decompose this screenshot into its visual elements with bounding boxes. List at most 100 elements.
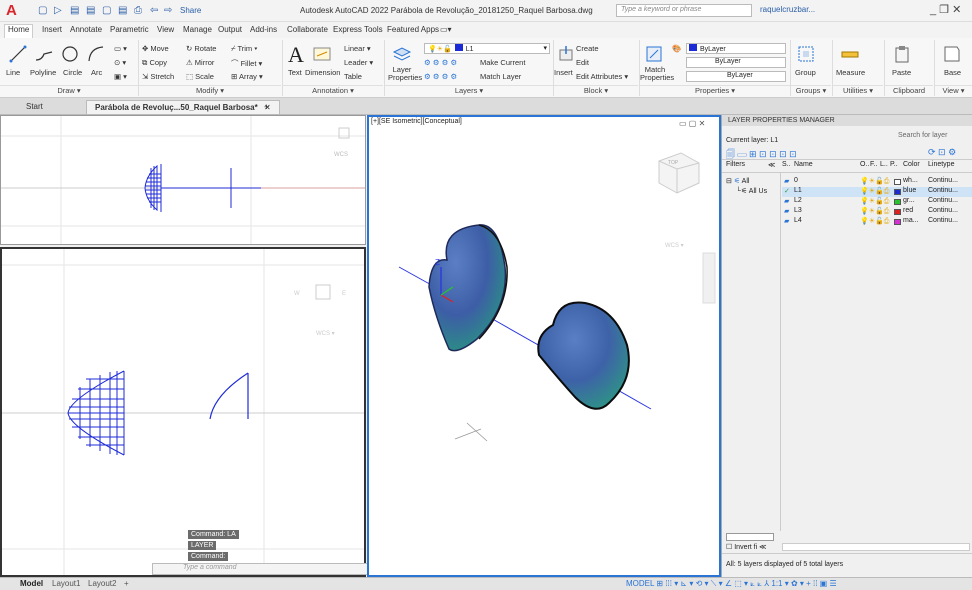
- start-tab[interactable]: Start: [26, 102, 43, 111]
- web-save-icon[interactable]: ▤: [118, 5, 128, 16]
- layer-tools-row1[interactable]: ⚙ ⚙ ⚙ ⚙: [424, 58, 458, 67]
- group-icon[interactable]: [796, 44, 816, 64]
- edit-attributes-button[interactable]: Edit Attributes ▾: [576, 72, 629, 81]
- col-lock[interactable]: L..: [880, 161, 888, 168]
- help-search-input[interactable]: Type a keyword or phrase: [616, 4, 752, 17]
- arc-icon[interactable]: [86, 44, 106, 64]
- status-toggles[interactable]: MODEL ⊞ ⁞⁞⁞ ▾ ⊾ ▾ ⟲ ▾ ⟍ ▾ ∠ ⬚ ▾ ⟀ ⟀ ⅄ 1:…: [626, 579, 837, 588]
- redo-icon[interactable]: ⇨: [164, 5, 173, 16]
- tab-more[interactable]: ▭▾: [440, 25, 452, 34]
- tab-addins[interactable]: Add-ins: [250, 25, 278, 34]
- text-icon[interactable]: A: [288, 42, 304, 67]
- new-icon[interactable]: ▢: [38, 5, 48, 16]
- layer-row[interactable]: ▰ L2 💡☀🔓⎙ gr... Continu...: [782, 197, 972, 207]
- layer-dropdown[interactable]: 💡☀🔓 L1 ▾: [424, 43, 550, 54]
- filter-tree-used[interactable]: └⚟ All Us: [736, 188, 768, 195]
- close-tab-icon[interactable]: ✕: [263, 103, 271, 112]
- tab-parametric[interactable]: Parametric: [110, 25, 149, 34]
- layer-linetype[interactable]: Continu...: [928, 187, 958, 194]
- col-color[interactable]: Color: [903, 161, 920, 168]
- layout2-tab[interactable]: Layout2: [88, 579, 117, 588]
- viewport-label[interactable]: [+][SE Isometric][Conceptual]: [371, 118, 462, 125]
- layer-linetype[interactable]: Continu...: [928, 207, 958, 214]
- col-status[interactable]: S..: [782, 161, 791, 168]
- layer-properties-icon[interactable]: [392, 44, 412, 64]
- dimension-icon[interactable]: [312, 44, 332, 64]
- layer-visibility-icons[interactable]: 💡☀🔓⎙: [860, 218, 890, 225]
- tab-collaborate[interactable]: Collaborate: [287, 25, 328, 34]
- annotation-panel-title[interactable]: Annotation ▾: [283, 85, 383, 97]
- layout1-tab[interactable]: Layout1: [52, 579, 81, 588]
- insert-block-icon[interactable]: [556, 44, 576, 64]
- plot-icon[interactable]: ⎙: [134, 5, 142, 16]
- edit-block-button[interactable]: Edit: [576, 58, 589, 67]
- new-layer-icons[interactable]: 🗐 ▭ ⊞ ⊡ ⊡ ⊡ ⊡: [726, 149, 797, 159]
- rectangle-icon[interactable]: ▭ ▾: [114, 44, 127, 53]
- model-tab[interactable]: Model: [20, 579, 44, 588]
- tab-output[interactable]: Output: [218, 25, 243, 34]
- layer-visibility-icons[interactable]: 💡☀🔓⎙: [860, 188, 890, 195]
- leader-button[interactable]: Leader ▾: [344, 58, 374, 67]
- share-button[interactable]: Share: [180, 6, 202, 15]
- hatch-icon[interactable]: ⊙ ▾: [114, 58, 127, 67]
- mirror-button[interactable]: ⚠ Mirror: [186, 58, 215, 67]
- viewport-front[interactable]: W E WCS ▾ Command: LA LAYER Command: Typ…: [0, 247, 572, 577]
- col-plot[interactable]: P..: [890, 161, 898, 168]
- stretch-button[interactable]: ⇲ Stretch: [142, 72, 175, 81]
- layer-color-swatch[interactable]: [894, 179, 901, 185]
- copy-button[interactable]: ⧉ Copy: [142, 58, 167, 67]
- open-icon[interactable]: ▷: [54, 5, 62, 16]
- color-dropdown[interactable]: ByLayer: [686, 43, 786, 54]
- filter-scrollbar[interactable]: [726, 533, 774, 541]
- layer-color-swatch[interactable]: [894, 199, 901, 205]
- layer-visibility-icons[interactable]: 💡☀🔓⎙: [860, 178, 890, 185]
- layer-color-swatch[interactable]: [894, 209, 901, 215]
- tab-manage[interactable]: Manage: [183, 25, 212, 34]
- match-properties-icon[interactable]: [644, 44, 664, 64]
- layer-linetype[interactable]: Continu...: [928, 217, 958, 224]
- add-layout-button[interactable]: +: [124, 579, 129, 588]
- circle-icon[interactable]: [60, 44, 80, 64]
- fillet-button[interactable]: ⌒ Fillet ▾: [231, 59, 263, 68]
- viewport-isometric[interactable]: [+][SE Isometric][Conceptual] ▭ ▢ ✕ TOP …: [367, 115, 721, 577]
- move-button[interactable]: ✥ Move: [142, 44, 169, 53]
- viewport2-wcs[interactable]: WCS ▾: [316, 331, 335, 337]
- col-linetype[interactable]: Linetype: [928, 161, 955, 168]
- make-current-button[interactable]: Make Current: [480, 58, 526, 67]
- layer-name[interactable]: 0: [794, 177, 798, 184]
- filter-tree-all[interactable]: ⊟ ⚟ All: [726, 178, 750, 185]
- draw-panel-title[interactable]: Draw ▾: [0, 85, 138, 97]
- properties-panel-title[interactable]: Properties ▾: [640, 85, 790, 97]
- viewcube[interactable]: TOP: [658, 152, 700, 194]
- layer-linetype[interactable]: Continu...: [928, 197, 958, 204]
- autocad-logo[interactable]: A: [6, 2, 17, 19]
- col-name[interactable]: Name: [794, 161, 813, 168]
- viewport3-wcs[interactable]: WCS ▾: [665, 243, 684, 249]
- layer-linetype[interactable]: Continu...: [928, 177, 958, 184]
- new-tab-button[interactable]: +: [264, 102, 270, 112]
- layer-color-swatch[interactable]: [894, 219, 901, 225]
- table-button[interactable]: Table: [344, 72, 362, 81]
- linetype-dropdown[interactable]: ByLayer: [686, 71, 786, 82]
- polyline-icon[interactable]: [34, 44, 54, 64]
- rotate-button[interactable]: ↻ Rotate: [186, 44, 217, 53]
- match-layer-button[interactable]: Match Layer: [480, 72, 522, 81]
- gradient-icon[interactable]: ▣ ▾: [114, 72, 127, 81]
- refresh-settings-icons[interactable]: ⟳ ⊡ ⚙: [928, 147, 957, 157]
- window-controls[interactable]: _ ❐ ✕: [930, 4, 962, 16]
- view-panel-title[interactable]: View ▾: [935, 85, 972, 97]
- col-freeze[interactable]: F..: [870, 161, 878, 168]
- invert-filter-checkbox[interactable]: ☐ Invert fi ≪: [726, 544, 767, 551]
- tab-home[interactable]: Home: [4, 24, 34, 38]
- utilities-panel-title[interactable]: Utilities ▾: [833, 85, 883, 97]
- clipboard-panel-title[interactable]: Clipboard: [885, 85, 933, 97]
- scale-button[interactable]: ⬚ Scale: [186, 72, 214, 81]
- linear-button[interactable]: Linear ▾: [344, 44, 371, 53]
- paste-icon[interactable]: [892, 44, 912, 64]
- layers-panel-title[interactable]: Layers ▾: [385, 85, 553, 97]
- layer-list-scrollbar[interactable]: [782, 543, 970, 551]
- lineweight-dropdown[interactable]: ByLayer: [686, 57, 786, 68]
- tab-annotate[interactable]: Annotate: [70, 25, 103, 34]
- layer-color-swatch[interactable]: [894, 189, 901, 195]
- tab-express-tools[interactable]: Express Tools: [333, 25, 383, 34]
